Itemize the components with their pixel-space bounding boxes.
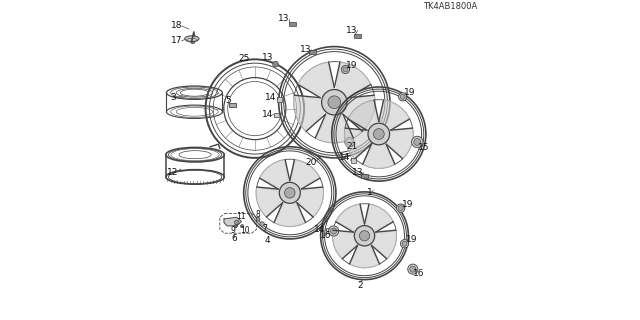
Circle shape [328, 96, 340, 108]
Circle shape [191, 40, 195, 44]
Polygon shape [274, 201, 305, 227]
Text: 4: 4 [265, 236, 271, 245]
Circle shape [328, 226, 339, 236]
Polygon shape [349, 244, 380, 268]
Bar [326, 228, 331, 233]
Circle shape [355, 226, 374, 246]
Circle shape [408, 264, 418, 274]
Circle shape [331, 228, 337, 234]
Text: 15: 15 [418, 143, 429, 152]
Circle shape [234, 220, 239, 225]
Circle shape [398, 206, 403, 211]
Text: 13: 13 [352, 168, 364, 177]
Circle shape [412, 136, 423, 148]
Text: 14: 14 [314, 225, 325, 234]
Text: 21: 21 [346, 142, 358, 151]
Text: 13: 13 [300, 45, 312, 54]
Text: 18: 18 [171, 21, 182, 30]
Circle shape [414, 139, 420, 145]
Bar [289, 22, 296, 26]
Polygon shape [256, 187, 283, 217]
Text: 17: 17 [171, 36, 182, 45]
Circle shape [360, 231, 369, 241]
Circle shape [279, 182, 300, 203]
Text: 16: 16 [320, 231, 332, 240]
Circle shape [401, 240, 409, 248]
Text: 25: 25 [238, 54, 250, 63]
Polygon shape [363, 143, 395, 168]
Polygon shape [333, 230, 358, 259]
Circle shape [341, 65, 349, 74]
Polygon shape [336, 62, 371, 97]
Polygon shape [342, 95, 375, 132]
Circle shape [234, 225, 237, 228]
Text: 16: 16 [413, 269, 424, 278]
Bar [274, 113, 280, 117]
Text: 19: 19 [404, 88, 415, 97]
Polygon shape [336, 204, 363, 232]
Circle shape [321, 90, 347, 115]
Text: TK4AB1800A: TK4AB1800A [423, 2, 477, 11]
Polygon shape [344, 128, 372, 159]
Circle shape [368, 123, 390, 145]
Polygon shape [380, 100, 410, 130]
Bar [351, 158, 356, 163]
Text: 20: 20 [305, 158, 316, 167]
Polygon shape [298, 62, 333, 97]
Text: 13: 13 [278, 14, 289, 23]
Polygon shape [294, 95, 326, 132]
Text: 14: 14 [262, 110, 273, 119]
Bar [354, 34, 361, 38]
Text: 5: 5 [225, 95, 230, 105]
Circle shape [397, 204, 405, 212]
Circle shape [400, 94, 405, 99]
Bar [229, 103, 236, 107]
Circle shape [402, 241, 407, 246]
Bar [277, 98, 282, 102]
Text: 19: 19 [406, 236, 417, 244]
Circle shape [260, 222, 264, 226]
Polygon shape [224, 217, 241, 226]
Polygon shape [366, 204, 394, 232]
Text: 6: 6 [231, 235, 237, 244]
Text: 9: 9 [230, 226, 235, 235]
Bar [309, 51, 316, 54]
Circle shape [273, 61, 278, 67]
Text: 8: 8 [255, 210, 260, 219]
Polygon shape [260, 159, 289, 188]
Polygon shape [291, 159, 320, 188]
Circle shape [285, 188, 295, 198]
Polygon shape [296, 187, 323, 217]
Polygon shape [316, 113, 353, 143]
Text: 12: 12 [168, 168, 179, 177]
Text: 19: 19 [402, 200, 413, 209]
Text: 7: 7 [262, 224, 267, 233]
Circle shape [343, 67, 348, 72]
Circle shape [345, 137, 355, 147]
Bar [361, 174, 368, 178]
Circle shape [410, 266, 416, 272]
Text: 10: 10 [241, 226, 250, 235]
Text: 1: 1 [367, 188, 373, 197]
Circle shape [256, 217, 260, 221]
Text: 2: 2 [357, 281, 362, 290]
Text: 3: 3 [170, 93, 176, 102]
Polygon shape [348, 100, 378, 130]
Text: 13: 13 [262, 53, 273, 62]
Text: 13: 13 [346, 26, 358, 35]
Polygon shape [386, 128, 413, 159]
Circle shape [399, 93, 407, 101]
Ellipse shape [185, 36, 199, 42]
Polygon shape [371, 230, 397, 259]
Text: 14: 14 [339, 153, 350, 162]
Text: 11: 11 [236, 212, 245, 221]
Text: 14: 14 [265, 93, 276, 102]
Text: 19: 19 [346, 60, 358, 69]
Circle shape [373, 129, 384, 140]
Circle shape [241, 225, 244, 228]
